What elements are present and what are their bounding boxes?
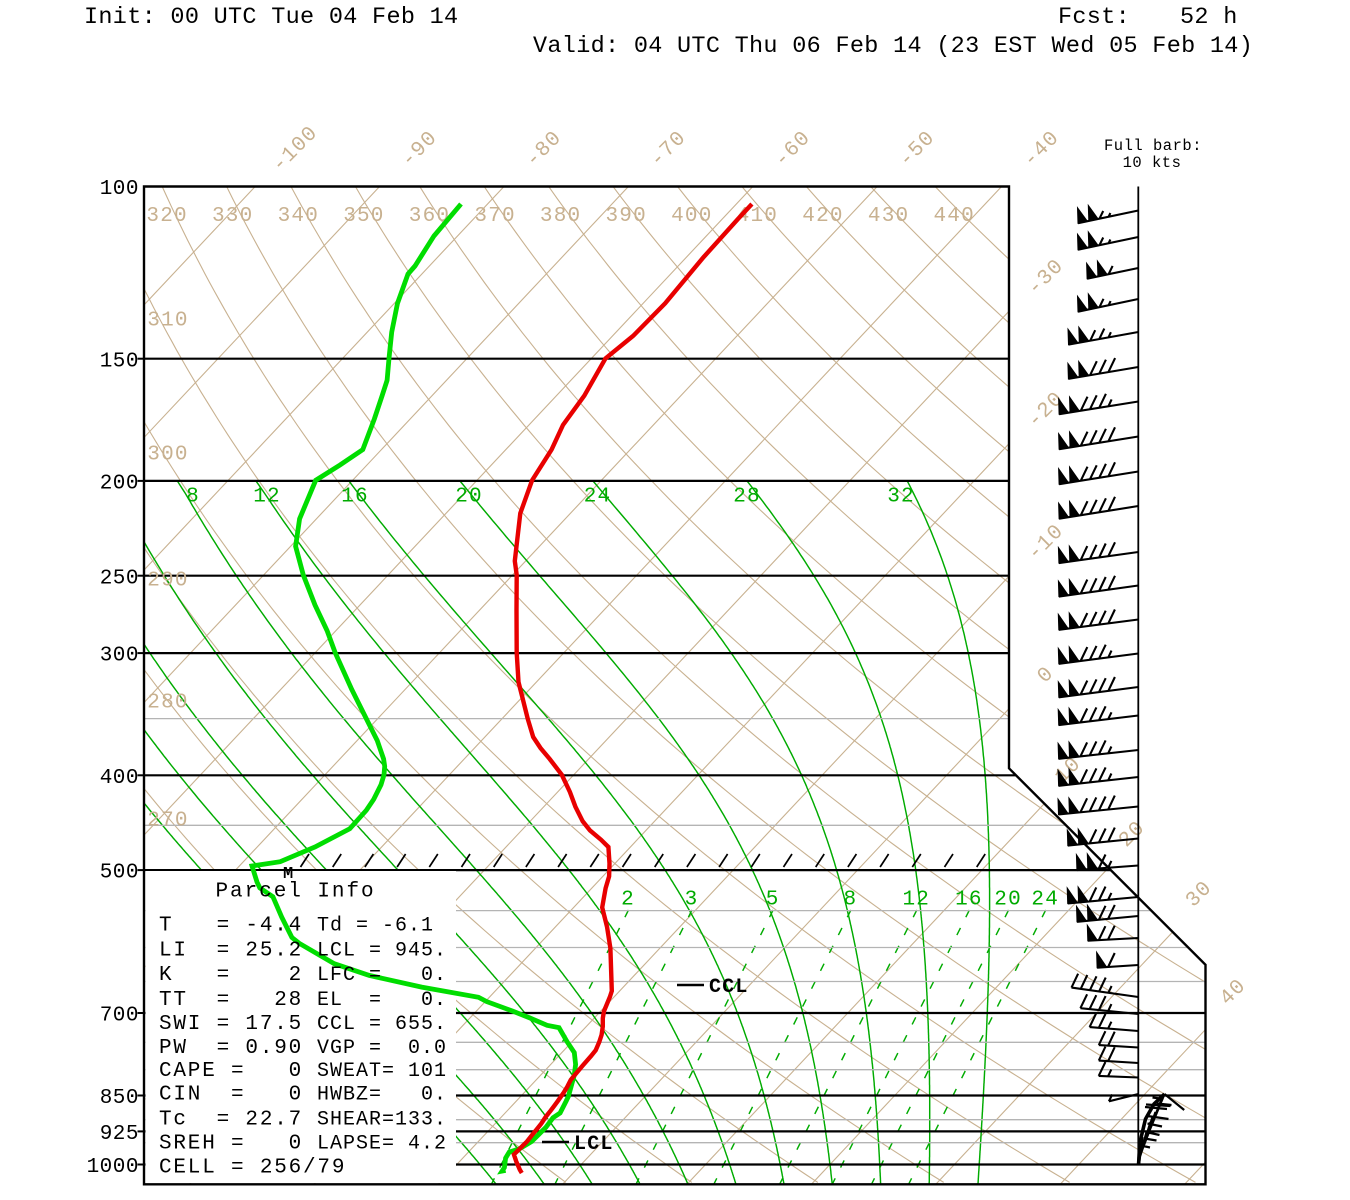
svg-text:2: 2 <box>621 889 635 912</box>
svg-text:LAPSE= 4.2: LAPSE= 4.2 <box>317 1132 447 1155</box>
svg-text:8: 8 <box>186 486 200 509</box>
svg-text:390: 390 <box>605 205 646 228</box>
svg-text:150: 150 <box>100 350 139 373</box>
svg-text:28: 28 <box>733 486 761 509</box>
svg-text:SWEAT= 101: SWEAT= 101 <box>317 1060 447 1083</box>
svg-text:5: 5 <box>766 889 780 912</box>
svg-text:330: 330 <box>212 205 253 228</box>
svg-text:Tc = 22.7: Tc = 22.7 <box>159 1109 303 1132</box>
svg-text:LCL: LCL <box>574 1133 614 1156</box>
svg-text:CCL: CCL <box>709 976 749 999</box>
svg-text:CIN = 0: CIN = 0 <box>159 1084 303 1107</box>
svg-text:20: 20 <box>994 889 1022 912</box>
svg-text:VGP = 0.0: VGP = 0.0 <box>317 1037 447 1060</box>
svg-text:16: 16 <box>341 486 369 509</box>
svg-text:280: 280 <box>147 692 188 715</box>
svg-text:200: 200 <box>100 473 139 496</box>
svg-text:CELL = 256/79: CELL = 256/79 <box>159 1157 346 1180</box>
svg-text:CCL = 655.: CCL = 655. <box>317 1013 447 1036</box>
svg-text:Init: 00 UTC Tue 04 Feb 14: Init: 00 UTC Tue 04 Feb 14 <box>84 4 458 31</box>
svg-text:24: 24 <box>1031 889 1059 912</box>
svg-text:310: 310 <box>147 310 188 333</box>
svg-text:400: 400 <box>671 205 712 228</box>
svg-text:TT = 28: TT = 28 <box>159 989 303 1012</box>
svg-text:290: 290 <box>147 570 188 593</box>
svg-text:3: 3 <box>685 889 699 912</box>
svg-text:12: 12 <box>253 486 281 509</box>
svg-text:12: 12 <box>902 889 930 912</box>
svg-text:SWI = 17.5: SWI = 17.5 <box>159 1013 303 1036</box>
svg-text:K = 2: K = 2 <box>159 964 303 987</box>
svg-text:925: 925 <box>100 1123 139 1146</box>
svg-text:CAPE = 0: CAPE = 0 <box>159 1060 303 1083</box>
svg-text:320: 320 <box>146 205 187 228</box>
svg-text:HWBZ= 0.: HWBZ= 0. <box>317 1084 447 1107</box>
svg-text:420: 420 <box>802 205 843 228</box>
svg-text:Full barb:: Full barb: <box>1104 137 1202 155</box>
svg-text:M: M <box>283 865 293 884</box>
svg-text:Valid: 04 UTC Thu 06 Feb 14 (2: Valid: 04 UTC Thu 06 Feb 14 (23 EST Wed … <box>533 33 1253 60</box>
svg-text:EL = 0.: EL = 0. <box>317 989 447 1012</box>
svg-text:52 h: 52 h <box>1180 4 1238 31</box>
svg-text:20: 20 <box>455 486 483 509</box>
svg-text:250: 250 <box>100 567 139 590</box>
svg-text:850: 850 <box>100 1087 139 1110</box>
svg-text:700: 700 <box>100 1005 139 1028</box>
svg-text:300: 300 <box>100 645 139 668</box>
svg-text:Parcel Info: Parcel Info <box>216 881 376 904</box>
svg-text:440: 440 <box>933 205 974 228</box>
svg-text:Td = -6.1: Td = -6.1 <box>317 915 434 938</box>
svg-text:16: 16 <box>955 889 983 912</box>
svg-text:LCL = 945.: LCL = 945. <box>317 939 447 962</box>
svg-text:270: 270 <box>147 810 188 833</box>
svg-text:350: 350 <box>343 205 384 228</box>
svg-text:Fcst:: Fcst: <box>1058 4 1130 31</box>
svg-text:370: 370 <box>474 205 515 228</box>
svg-text:8: 8 <box>843 889 857 912</box>
svg-text:T = -4.4: T = -4.4 <box>159 915 303 938</box>
svg-text:LI = 25.2: LI = 25.2 <box>159 939 303 962</box>
svg-text:500: 500 <box>100 862 139 885</box>
svg-text:PW = 0.90: PW = 0.90 <box>159 1037 303 1060</box>
svg-text:10 kts: 10 kts <box>1123 154 1182 172</box>
svg-text:SHEAR=133.: SHEAR=133. <box>317 1109 447 1132</box>
svg-text:380: 380 <box>540 205 581 228</box>
svg-text:360: 360 <box>409 205 450 228</box>
svg-text:400: 400 <box>100 767 139 790</box>
svg-text:430: 430 <box>868 205 909 228</box>
svg-text:300: 300 <box>147 444 188 467</box>
svg-text:340: 340 <box>278 205 319 228</box>
svg-text:SREH = 0: SREH = 0 <box>159 1132 303 1155</box>
svg-text:24: 24 <box>584 486 612 509</box>
svg-text:LFC = 0.: LFC = 0. <box>317 964 447 987</box>
svg-text:32: 32 <box>887 486 915 509</box>
svg-text:100: 100 <box>100 178 139 201</box>
svg-text:1000: 1000 <box>87 1156 139 1179</box>
